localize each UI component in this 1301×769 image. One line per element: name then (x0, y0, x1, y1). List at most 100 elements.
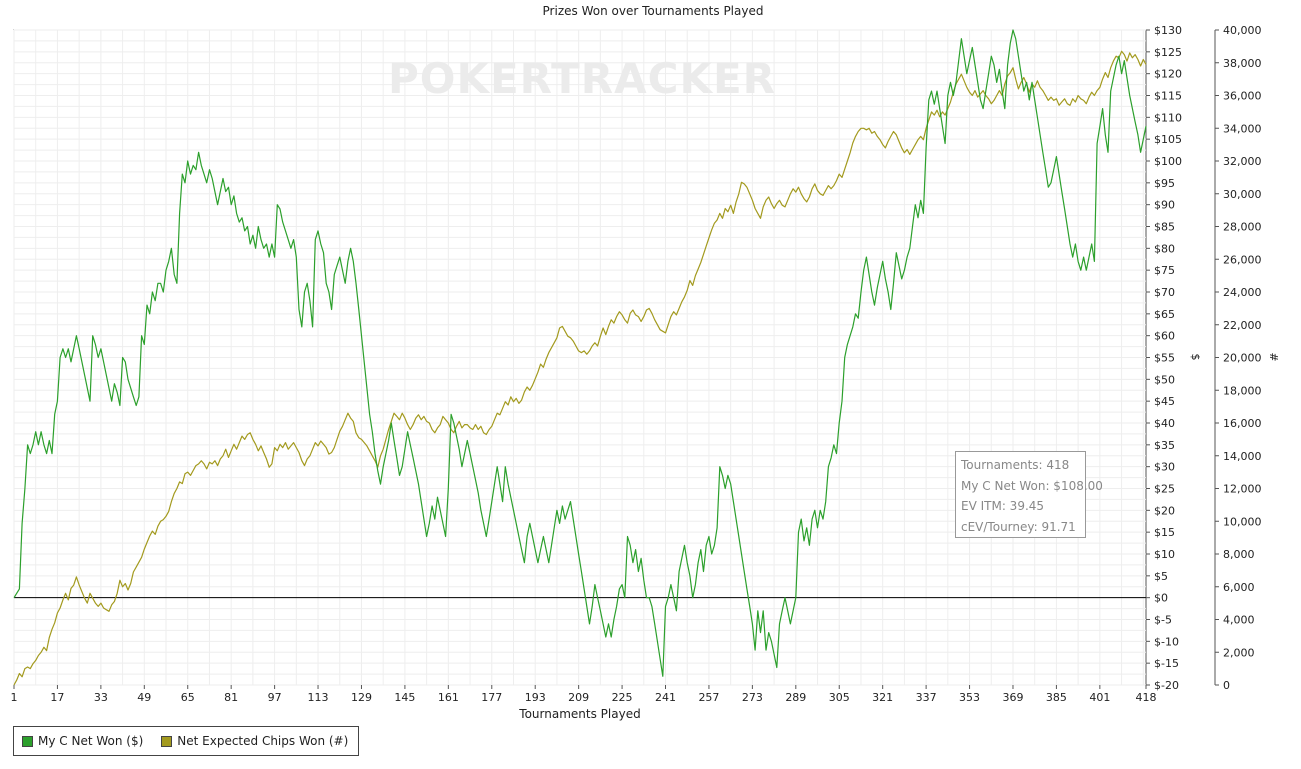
y-left-tick-label: $75 (1154, 264, 1175, 277)
x-tick-label: 257 (698, 691, 719, 704)
x-tick-label: 305 (829, 691, 850, 704)
x-tick-label: 321 (872, 691, 893, 704)
x-tick-label: 17 (50, 691, 64, 704)
y-right-tick-label: 26,000 (1223, 253, 1262, 266)
y-right-tick-label: 4,000 (1223, 614, 1255, 627)
chart-title: Prizes Won over Tournaments Played (543, 4, 764, 18)
y-left-tick-label: $25 (1154, 483, 1175, 496)
x-tick-label: 337 (916, 691, 937, 704)
legend-item-expected-chips[interactable]: Net Expected Chips Won (#) (161, 734, 348, 748)
y-left-tick-label: $85 (1154, 221, 1175, 234)
y-axis-right-label: # (1267, 352, 1280, 361)
x-tick-label: 418 (1136, 691, 1157, 704)
y-left-tick-label: $120 (1154, 68, 1182, 81)
y-left-tick-label: $65 (1154, 308, 1175, 321)
y-right-tick-label: 0 (1223, 679, 1230, 692)
tooltip-line: cEV/Tourney: 91.71 (961, 519, 1076, 534)
y-right-tick-label: 34,000 (1223, 122, 1262, 135)
y-left-tick-label: $70 (1154, 286, 1175, 299)
tooltip-line: Tournaments: 418 (961, 458, 1070, 472)
y-left-tick-label: $30 (1154, 461, 1175, 474)
y-right-tick-label: 38,000 (1223, 57, 1262, 70)
y-left-tick-label: $105 (1154, 133, 1182, 146)
y-left-tick-label: $15 (1154, 526, 1175, 539)
y-right-tick-label: 10,000 (1223, 515, 1262, 528)
y-left-tick-label: $45 (1154, 395, 1175, 408)
x-tick-label: 65 (181, 691, 195, 704)
x-tick-label: 49 (137, 691, 151, 704)
y-left-tick-label: $55 (1154, 352, 1175, 365)
x-tick-label: 273 (742, 691, 763, 704)
y-right-tick-label: 6,000 (1223, 581, 1255, 594)
summary-tooltip: Tournaments: 418 My C Net Won: $108.00 E… (955, 451, 1103, 538)
y-left-tick-label: $10 (1154, 548, 1175, 561)
x-tick-label: 385 (1046, 691, 1067, 704)
legend-swatch (22, 735, 33, 747)
y-left-tick-label: $20 (1154, 504, 1175, 517)
y-left-tick-label: $5 (1154, 570, 1168, 583)
tooltip-line: EV ITM: 39.45 (961, 499, 1045, 513)
y-left-tick-label: $-10 (1154, 635, 1179, 648)
x-tick-label: 177 (481, 691, 502, 704)
prizes-chart: Prizes Won over Tournaments Played POKER… (11, 4, 1281, 721)
x-tick-label: 289 (785, 691, 806, 704)
x-tick-label: 1 (11, 691, 18, 704)
y-left-tick-label: $110 (1154, 111, 1182, 124)
y-left-tick-label: $-15 (1154, 657, 1179, 670)
y-left-tick-label: $125 (1154, 46, 1182, 59)
y-right-tick-label: 32,000 (1223, 155, 1262, 168)
y-axis-left: $-20 $-15 $-10 $-5 $0 $5 $10 $15 $20 $25 $30 $35 $40… (1146, 24, 1182, 692)
x-tick-label: 209 (568, 691, 589, 704)
y-right-tick-label: 2,000 (1223, 646, 1255, 659)
y-left-tick-label: $0 (1154, 592, 1168, 605)
y-right-tick-label: 20,000 (1223, 352, 1262, 365)
y-right-tick-label: 30,000 (1223, 188, 1262, 201)
x-tick-label: 353 (959, 691, 980, 704)
legend-swatch (161, 735, 173, 747)
series-line-net-won (13, 29, 1147, 677)
y-left-tick-label: $50 (1154, 373, 1175, 386)
y-axis-right: 0 2,000 4,000 6,000 8,000 10,000 12,000 14,000 1… (1214, 24, 1262, 692)
y-left-tick-label: $90 (1154, 199, 1175, 212)
y-right-tick-label: 8,000 (1223, 548, 1255, 561)
x-tick-label: 225 (612, 691, 633, 704)
legend: My C Net Won ($) Net Expected Chips Won … (13, 726, 360, 756)
x-tick-label: 193 (525, 691, 546, 704)
x-tick-label: 241 (655, 691, 676, 704)
y-left-tick-label: $95 (1154, 177, 1175, 190)
gridlines (13, 29, 1146, 686)
x-tick-label: 129 (351, 691, 372, 704)
y-axis-left-label: $ (1189, 354, 1202, 361)
y-left-tick-label: $40 (1154, 417, 1175, 430)
y-right-tick-label: 28,000 (1223, 221, 1262, 234)
y-left-tick-label: $60 (1154, 330, 1175, 343)
y-left-tick-label: $35 (1154, 439, 1175, 452)
y-right-tick-label: 22,000 (1223, 319, 1262, 332)
y-right-tick-label: 18,000 (1223, 384, 1262, 397)
y-right-tick-label: 12,000 (1223, 483, 1262, 496)
y-right-tick-label: 14,000 (1223, 450, 1262, 463)
x-tick-label: 401 (1089, 691, 1110, 704)
x-tick-label: 97 (268, 691, 282, 704)
x-tick-label: 113 (308, 691, 329, 704)
y-left-tick-label: $-5 (1154, 614, 1172, 627)
x-axis: 1 17 33 49 65 81 97 113 129 145 161 177 193 209 225 241… (11, 685, 1157, 704)
x-tick-label: 161 (438, 691, 459, 704)
y-right-tick-label: 36,000 (1223, 90, 1262, 103)
y-left-tick-label: $-20 (1154, 679, 1179, 692)
y-left-tick-label: $115 (1154, 90, 1182, 103)
y-left-tick-label: $100 (1154, 155, 1182, 168)
legend-item-net-won[interactable]: My C Net Won ($) (22, 734, 143, 748)
x-tick-label: 33 (94, 691, 108, 704)
x-tick-label: 145 (394, 691, 415, 704)
legend-label: My C Net Won ($) (38, 734, 144, 748)
y-right-tick-label: 40,000 (1223, 24, 1262, 37)
series-line-expected-chips (13, 50, 1147, 686)
y-right-tick-label: 16,000 (1223, 417, 1262, 430)
watermark: POKERTRACKER (388, 54, 776, 103)
x-axis-label: Tournaments Played (518, 707, 640, 721)
y-right-tick-label: 24,000 (1223, 286, 1262, 299)
x-tick-label: 81 (224, 691, 238, 704)
tooltip-line: My C Net Won: $108.00 (961, 478, 1103, 493)
series-lines (13, 29, 1147, 686)
